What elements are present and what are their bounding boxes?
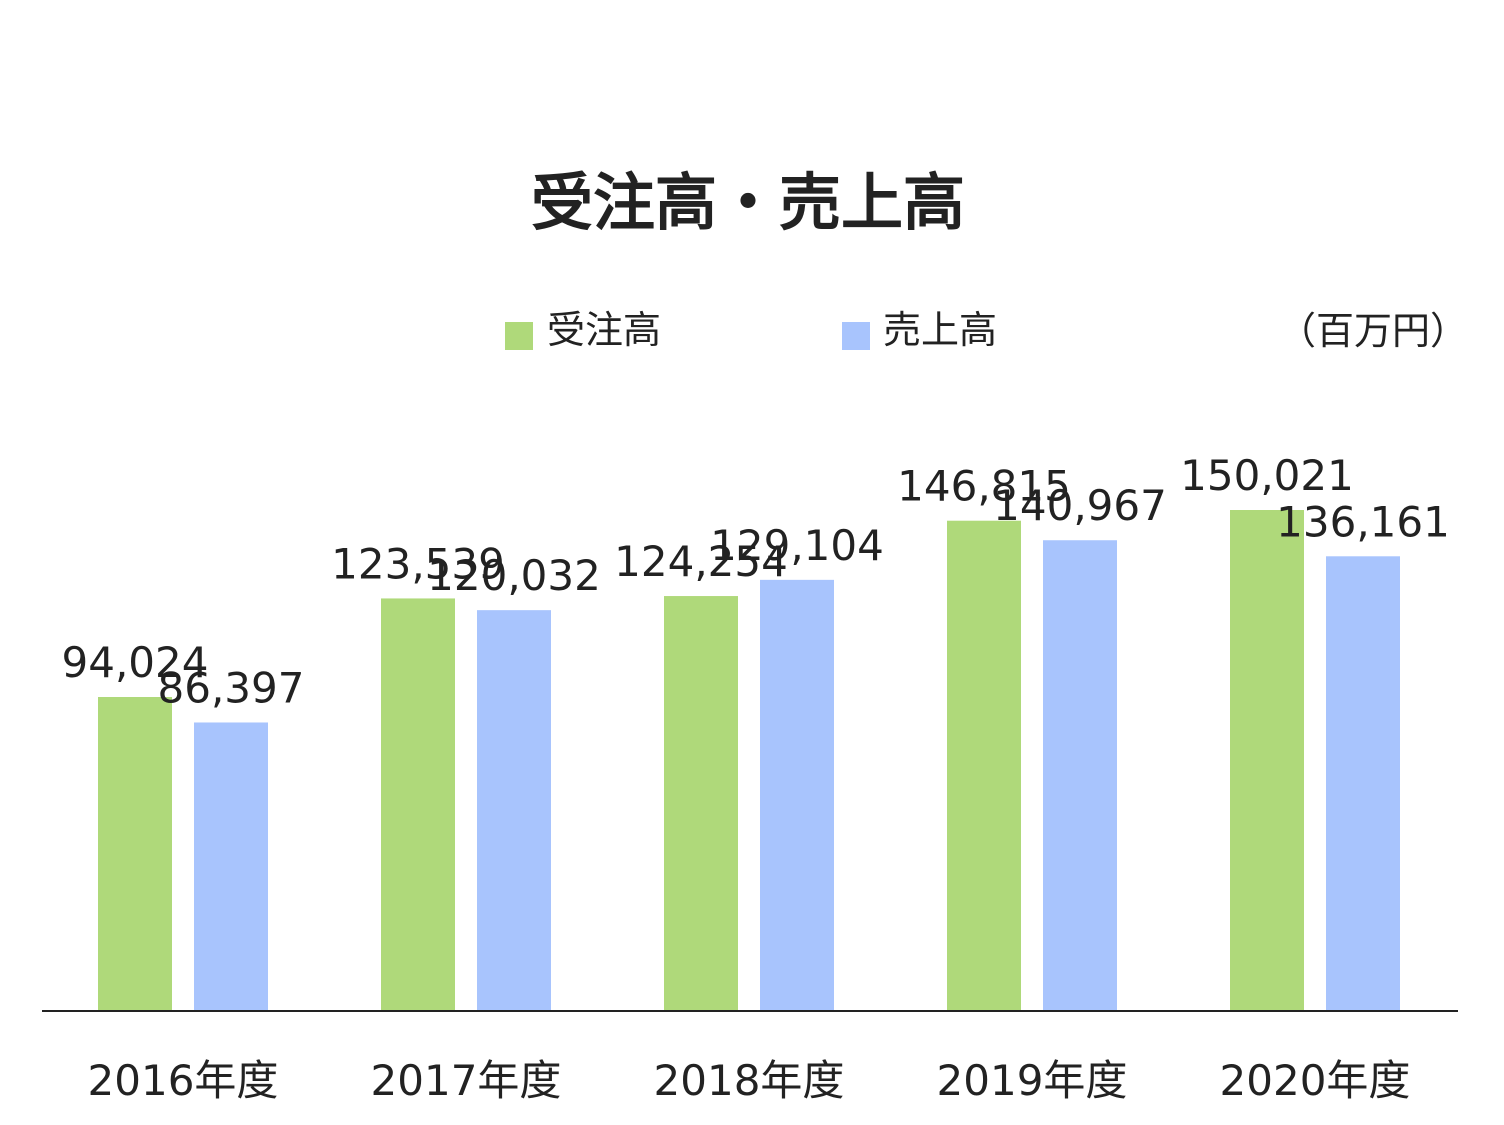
bar-orders-1 — [381, 598, 455, 1011]
legend-swatch-orders — [505, 322, 533, 350]
bar-sales-3 — [1043, 540, 1117, 1011]
value-label-sales-0: 86,397 — [158, 663, 305, 712]
bar-orders-2 — [664, 596, 738, 1011]
x-tick-label-4: 2020年度 — [1220, 1056, 1411, 1105]
x-axis-ticks: 2016年度 2017年度 2018年度 2019年度 2020年度 — [88, 1056, 1411, 1105]
bar-orders-0 — [98, 697, 172, 1011]
legend: 受注高 売上高 — [505, 308, 997, 352]
value-label-sales-3: 140,967 — [993, 481, 1167, 530]
value-label-orders-3: 146,815 — [897, 462, 1071, 511]
bar-group — [98, 510, 1400, 1011]
legend-swatch-sales — [842, 322, 870, 350]
legend-label-orders: 受注高 — [547, 308, 661, 352]
value-label-sales-4: 136,161 — [1276, 497, 1450, 546]
bar-sales-0 — [194, 722, 268, 1011]
chart-title: 受注高・売上高 — [531, 166, 965, 239]
unit-label: （百万円） — [1278, 309, 1468, 353]
x-tick-label-3: 2019年度 — [937, 1056, 1128, 1105]
value-label-sales-1: 120,032 — [427, 551, 601, 600]
value-label-orders-4: 150,021 — [1180, 451, 1354, 500]
bar-sales-4 — [1326, 556, 1400, 1011]
x-tick-label-2: 2018年度 — [654, 1056, 845, 1105]
value-label-sales-2: 129,104 — [710, 521, 884, 570]
value-label-orders-0: 94,024 — [62, 638, 209, 687]
bar-orders-4 — [1230, 510, 1304, 1011]
bar-sales-2 — [760, 579, 834, 1011]
legend-label-sales: 売上高 — [883, 308, 997, 352]
value-label-orders-2: 124,254 — [614, 537, 788, 586]
bar-sales-1 — [477, 610, 551, 1011]
x-tick-label-0: 2016年度 — [88, 1056, 279, 1105]
x-tick-label-1: 2017年度 — [371, 1056, 562, 1105]
bar-orders-3 — [947, 520, 1021, 1011]
value-label-orders-1: 123,539 — [331, 539, 505, 588]
